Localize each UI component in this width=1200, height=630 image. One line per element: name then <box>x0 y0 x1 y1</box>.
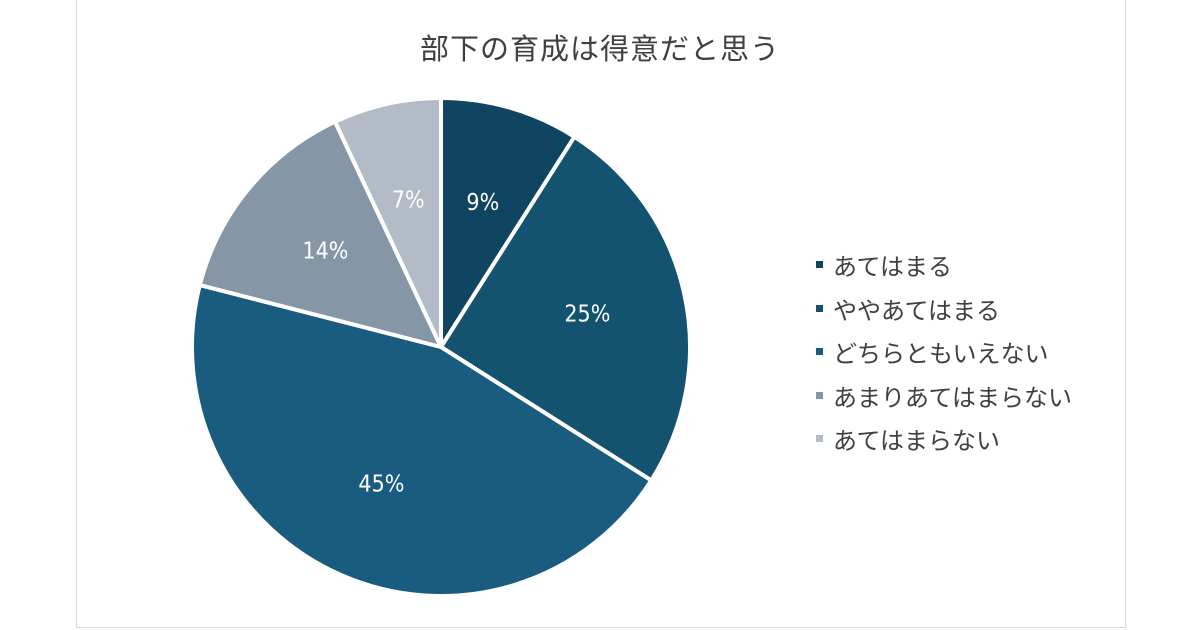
legend-label-2: ややあてはまる <box>833 296 1001 325</box>
pie-slice-5 <box>332 96 443 349</box>
pie-slice-2 <box>439 134 692 483</box>
legend-item-2: ややあてはまる <box>816 287 1072 331</box>
legend-label-4: あまりあてはまらない <box>833 383 1073 412</box>
slice-data-label-5: 7% <box>392 188 425 214</box>
legend-label-3: どちらともいえない <box>833 340 1049 369</box>
slice-data-label-4: 14% <box>302 238 348 264</box>
legend-item-5: あてはまらない <box>816 417 1072 461</box>
slice-data-label-2: 25% <box>564 301 610 327</box>
legend-label-5: あてはまらない <box>833 427 1001 456</box>
legend-swatch-3 <box>816 348 823 356</box>
slice-data-label-3: 45% <box>358 472 404 498</box>
chart-legend: あてはまるややあてはまるどちらともいえない あまりあてはまらない あてはまらない <box>816 243 1072 461</box>
legend-item-3: どちらともいえない <box>816 330 1072 374</box>
legend-swatch-1 <box>816 261 823 269</box>
pie-slice-4 <box>197 119 443 349</box>
legend-swatch-4 <box>816 391 823 399</box>
chart-title: 部下の育成は得意だと思う <box>419 32 780 66</box>
legend-swatch-5 <box>816 435 823 443</box>
legend-item-1: あてはまる <box>816 243 1072 287</box>
pie-slice-3 <box>190 283 654 598</box>
legend-item-4: あまりあてはまらない <box>816 374 1072 418</box>
legend-swatch-2 <box>816 304 823 312</box>
pie-slice-1 <box>439 96 577 349</box>
legend-label-1: あてはまる <box>833 253 953 282</box>
slice-data-label-1: 9% <box>466 190 499 216</box>
